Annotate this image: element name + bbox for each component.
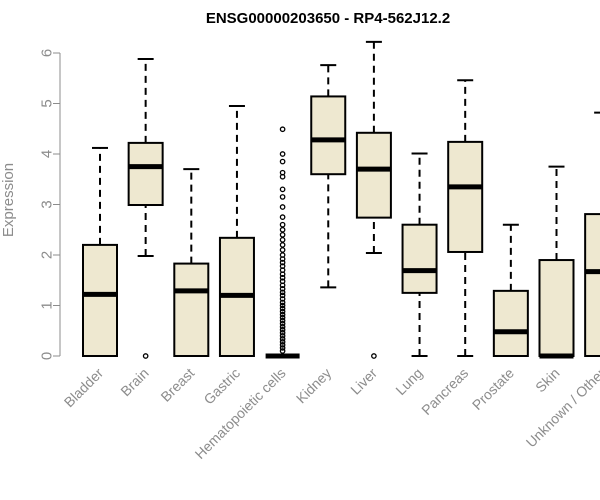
outlier-point xyxy=(279,311,286,318)
outlier-point xyxy=(279,173,286,180)
y-axis: 0 1 2 3 4 5 6 xyxy=(39,49,61,360)
box-iqr xyxy=(355,131,392,219)
outlier-point xyxy=(279,274,286,281)
outlier-point xyxy=(279,158,286,165)
y-tick-label: 1 xyxy=(39,301,56,309)
box-iqr xyxy=(173,262,210,357)
outlier-point xyxy=(371,353,377,359)
x-tick-label: Liver xyxy=(347,365,380,398)
box-iqr xyxy=(538,259,575,357)
x-tick-label: Lung xyxy=(392,365,425,398)
y-tick-label: 2 xyxy=(39,251,56,259)
outlier-point xyxy=(279,242,286,248)
outlier-point xyxy=(279,339,286,345)
outlier-point xyxy=(279,204,286,210)
outlier-point xyxy=(279,314,286,321)
outlier-point xyxy=(279,186,286,193)
outlier-point xyxy=(279,345,286,351)
outlier-point xyxy=(279,256,286,262)
outlier-point xyxy=(279,342,286,348)
outlier-point xyxy=(279,289,286,296)
box-breast xyxy=(173,168,210,357)
box-brain xyxy=(127,58,164,359)
y-tick-label: 0 xyxy=(39,352,56,360)
outlier-point xyxy=(279,126,286,133)
x-tick-label: Skin xyxy=(532,365,563,396)
box-iqr xyxy=(492,289,529,358)
x-tick-label: Bladder xyxy=(61,365,107,411)
x-tick-label: Prostate xyxy=(469,365,517,413)
outlier-point xyxy=(279,226,286,233)
outlier-point xyxy=(279,151,286,157)
outlier-point xyxy=(279,221,286,228)
outlier-point xyxy=(279,302,286,309)
x-tick-label: Kidney xyxy=(293,365,335,407)
x-tick-label: Pancreas xyxy=(418,365,471,418)
box-iqr xyxy=(401,223,438,294)
y-tick-label: 3 xyxy=(39,200,56,208)
outlier-point xyxy=(279,194,286,200)
outlier-point xyxy=(142,353,149,359)
x-tick-label: Brain xyxy=(117,365,151,399)
outlier-point xyxy=(279,247,286,253)
outlier-point xyxy=(279,292,286,299)
box-bladder xyxy=(82,146,118,357)
outlier-point xyxy=(279,335,286,342)
chart-title: ENSG00000203650 - RP4-562J12.2 xyxy=(206,10,450,27)
y-tick-label: 4 xyxy=(39,150,56,158)
box-iqr xyxy=(127,141,164,207)
outlier-point xyxy=(279,259,286,266)
outlier-point xyxy=(279,332,286,339)
outlier-point xyxy=(279,323,286,330)
box-iqr xyxy=(447,140,484,253)
outlier-point xyxy=(279,326,286,333)
box-pancreas xyxy=(447,79,484,357)
outlier-point xyxy=(279,305,286,312)
box-prostate xyxy=(492,223,529,358)
box-unknown-other xyxy=(584,111,600,357)
box-liver xyxy=(355,40,392,359)
y-tick-label: 6 xyxy=(39,49,56,57)
outlier-point xyxy=(279,214,286,220)
box-iqr xyxy=(310,95,347,176)
y-axis-label: Expression xyxy=(0,163,17,237)
box-gastric xyxy=(218,105,255,357)
outlier-point xyxy=(279,299,286,306)
x-tick-label: Hematopoietic cells xyxy=(192,365,289,462)
x-tick-label: Unknown / Other xyxy=(523,365,600,451)
outlier-point xyxy=(279,285,286,292)
outlier-point xyxy=(279,271,286,278)
outlier-point xyxy=(279,308,286,315)
box-lung xyxy=(401,152,438,357)
outlier-point xyxy=(279,282,286,289)
y-tick-label: 5 xyxy=(39,99,56,107)
box-kidney xyxy=(310,64,347,289)
box-iqr xyxy=(82,243,118,357)
boxes-group xyxy=(82,40,600,359)
outlier-point xyxy=(279,329,286,336)
box-skin xyxy=(538,165,575,359)
outlier-point xyxy=(279,317,286,324)
x-tick-label: Breast xyxy=(157,365,197,405)
outlier-point xyxy=(279,237,286,243)
box-iqr xyxy=(584,213,600,357)
box-hematopoietic-cells xyxy=(265,126,300,359)
outlier-point xyxy=(279,320,286,327)
x-tick-label: Gastric xyxy=(200,365,243,408)
outlier-point xyxy=(279,231,286,238)
outlier-point xyxy=(279,296,286,302)
outlier-point xyxy=(279,348,286,354)
